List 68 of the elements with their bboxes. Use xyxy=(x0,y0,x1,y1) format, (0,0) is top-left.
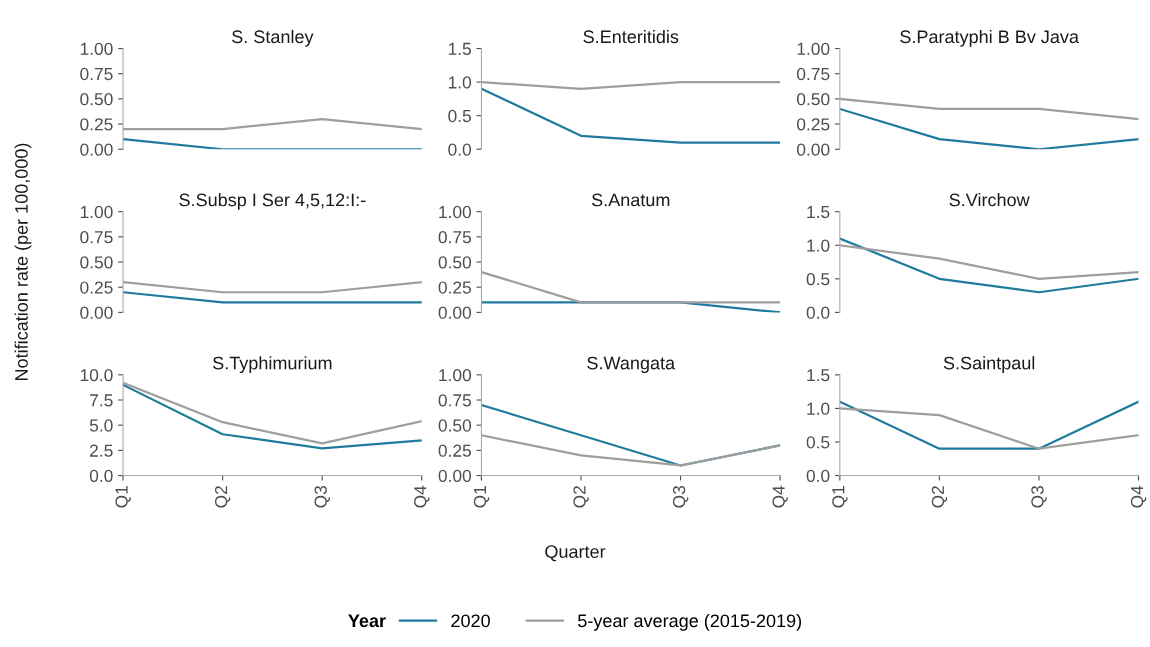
y-tick-label: 10.0 xyxy=(80,369,113,382)
y-tick-label: 1.00 xyxy=(80,42,113,55)
y-tick-label: 0.00 xyxy=(797,143,830,156)
y-tick-label: 1.00 xyxy=(439,205,472,219)
chart-title: S.Virchow xyxy=(949,193,1030,207)
x-tick-label: Q4 xyxy=(1130,485,1147,508)
y-tick-label: 0.75 xyxy=(438,231,471,244)
x-tick-label: Q3 xyxy=(1031,486,1047,508)
legend-label: 2020 xyxy=(451,614,490,628)
x-tick-label: Q1 xyxy=(473,486,490,508)
chart-title: S.Anatum xyxy=(591,193,670,207)
y-tick-label: 5.0 xyxy=(89,419,113,432)
y-tick-label: 0.00 xyxy=(438,306,472,319)
y-tick-label: 0.5 xyxy=(806,272,830,286)
y-tick-label: 0.0 xyxy=(806,306,830,319)
chart-title: S. Stanley xyxy=(232,29,314,47)
y-tick-label: 0.00 xyxy=(438,469,472,483)
y-tick-label: 0.25 xyxy=(438,281,471,294)
y-tick-label: 0.00 xyxy=(80,306,113,319)
y-tick-label: 0.5 xyxy=(806,436,830,449)
y-tick-label: 0.50 xyxy=(80,256,113,269)
y-tick-label: 0.75 xyxy=(797,67,830,81)
y-tick-label: 2.5 xyxy=(90,444,113,457)
y-tick-label: 0.0 xyxy=(806,469,830,483)
x-tick-label: Q3 xyxy=(672,486,689,508)
y-tick-label: 1.5 xyxy=(807,206,830,219)
y-tick-label: 0.0 xyxy=(448,143,472,156)
y-tick-label: 7.5 xyxy=(90,394,113,407)
y-tick-label: 0.5 xyxy=(448,109,471,123)
y-tick-label: 1.00 xyxy=(439,369,472,382)
y-tick-label: 0.25 xyxy=(438,444,471,457)
y-tick-label: 0.75 xyxy=(80,231,113,244)
x-tick-label: Q3 xyxy=(314,486,330,508)
y-tick-label: 0.25 xyxy=(80,118,113,131)
x-tick-label: Q2 xyxy=(214,486,231,508)
x-tick-label: Q4 xyxy=(772,485,788,508)
y-tick-label: 1.00 xyxy=(797,42,830,55)
chart-title: S.Paratyphi B Bv Java xyxy=(900,29,1079,47)
chart-title: S.Subsp I Ser 4,5,12:I:- xyxy=(179,193,366,210)
y-tick-label: 0.00 xyxy=(80,143,113,156)
y-tick-label: 1.0 xyxy=(448,76,472,89)
chart-title: S.Saintpaul xyxy=(943,356,1035,374)
y-tick-label: 1.0 xyxy=(807,402,830,415)
x-axis-title: Quarter xyxy=(545,545,606,562)
x-tick-label: Q2 xyxy=(573,486,589,508)
y-tick-label: 0.50 xyxy=(438,419,472,432)
x-tick-label: Q1 xyxy=(832,486,848,508)
chart-title: S.Wangata xyxy=(587,356,676,374)
y-tick-label: 0.75 xyxy=(438,394,471,407)
chart-title: S.Typhimurium xyxy=(213,356,332,374)
x-tick-label: Q1 xyxy=(115,486,131,508)
y-tick-label: 1.5 xyxy=(807,369,830,382)
y-tick-label: 0.50 xyxy=(438,256,472,269)
chart-title: S.Enteritidis xyxy=(583,29,679,44)
y-tick-label: 1.5 xyxy=(448,42,471,55)
legend-title: Year xyxy=(348,614,386,628)
y-tick-label: 1.00 xyxy=(80,205,113,219)
y-tick-label: 0.0 xyxy=(89,469,113,483)
y-tick-label: 0.50 xyxy=(80,93,113,106)
x-tick-label: Q4 xyxy=(414,485,430,508)
y-tick-label: 1.0 xyxy=(807,239,830,252)
y-tick-label: 0.25 xyxy=(797,118,830,131)
y-tick-label: 0.75 xyxy=(80,67,113,81)
y-axis-title: Notification rate (per 100,000) xyxy=(14,143,32,380)
y-tick-label: 0.50 xyxy=(797,93,830,106)
x-tick-label: Q2 xyxy=(931,486,948,508)
y-tick-label: 0.25 xyxy=(80,281,113,294)
legend-label: 5-year average (2015-2019) xyxy=(578,613,802,631)
